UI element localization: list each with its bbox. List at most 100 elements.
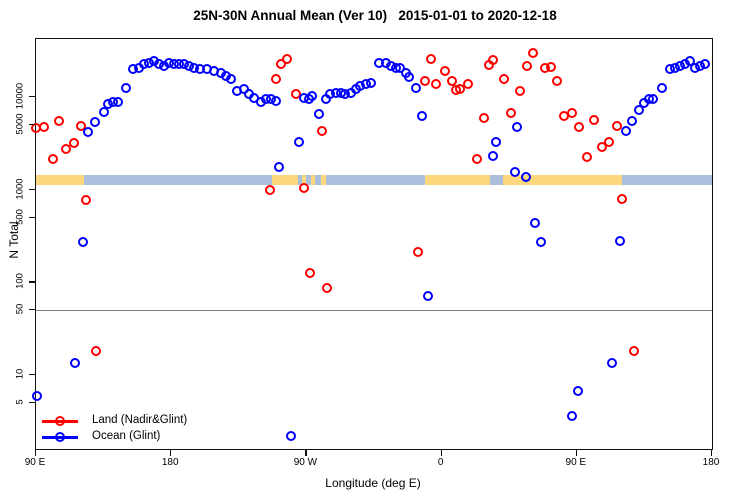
data-point-land bbox=[515, 85, 526, 96]
y-tick bbox=[29, 402, 35, 404]
data-point-land bbox=[521, 60, 532, 71]
data-point-ocean bbox=[685, 55, 696, 66]
data-point-ocean bbox=[535, 237, 546, 248]
data-point-ocean bbox=[77, 237, 88, 248]
data-point-ocean bbox=[567, 411, 578, 422]
x-tick-label: 90 W bbox=[293, 457, 318, 468]
x-tick-label: 90 E bbox=[24, 457, 46, 468]
data-point-land bbox=[440, 65, 451, 76]
data-point-ocean bbox=[520, 172, 531, 183]
data-point-land bbox=[281, 54, 292, 65]
legend-entry-ocean: Ocean (Glint) bbox=[42, 429, 272, 445]
y-tick bbox=[29, 123, 35, 125]
data-point-land bbox=[478, 112, 489, 123]
y-tick bbox=[29, 216, 35, 218]
data-point-land bbox=[589, 114, 600, 125]
data-point-land bbox=[616, 194, 627, 205]
data-point-ocean bbox=[615, 236, 626, 247]
x-tick-label: 180 bbox=[702, 457, 720, 468]
legend-label: Land (Nadir&Glint) bbox=[92, 414, 188, 426]
legend-marker bbox=[55, 432, 65, 442]
data-point-ocean bbox=[98, 107, 109, 118]
surface-band-land bbox=[301, 175, 307, 185]
y-tick-label: 10000 bbox=[14, 82, 26, 110]
data-point-ocean bbox=[607, 358, 618, 369]
surface-band-land bbox=[36, 175, 85, 185]
data-point-land bbox=[91, 346, 102, 357]
data-point-ocean bbox=[89, 116, 100, 127]
x-tick bbox=[170, 450, 172, 456]
data-point-ocean bbox=[656, 82, 667, 93]
x-tick bbox=[711, 450, 713, 456]
reference-line-50 bbox=[36, 310, 712, 312]
surface-band-ocean bbox=[84, 175, 272, 185]
data-point-ocean bbox=[511, 122, 522, 133]
data-point-ocean bbox=[365, 77, 376, 88]
data-point-land bbox=[430, 79, 441, 90]
data-point-land bbox=[426, 54, 437, 65]
x-tick bbox=[575, 450, 577, 456]
y-tick bbox=[29, 95, 35, 97]
data-point-land bbox=[454, 83, 465, 94]
x-tick-label: 90 E bbox=[565, 457, 587, 468]
y-tick-label: 10 bbox=[14, 368, 26, 380]
data-point-ocean bbox=[403, 71, 414, 82]
data-point-land bbox=[299, 183, 310, 194]
data-point-land bbox=[552, 75, 563, 86]
y-tick bbox=[29, 374, 35, 376]
data-point-land bbox=[317, 125, 328, 136]
data-point-ocean bbox=[573, 386, 584, 397]
x-tick-label: 180 bbox=[161, 457, 179, 468]
data-point-ocean bbox=[411, 82, 422, 93]
plot-area: Land (Nadir&Glint) Ocean (Glint) bbox=[31, 38, 713, 450]
data-point-land bbox=[462, 78, 473, 89]
data-point-land bbox=[54, 115, 65, 126]
data-point-ocean bbox=[620, 125, 631, 136]
legend-entry-land: Land (Nadir&Glint) bbox=[42, 413, 272, 429]
data-point-ocean bbox=[529, 218, 540, 229]
data-point-land bbox=[68, 138, 79, 149]
data-point-land bbox=[61, 143, 72, 154]
data-point-ocean bbox=[314, 109, 325, 120]
data-point-land bbox=[471, 153, 482, 164]
data-point-ocean bbox=[286, 431, 297, 442]
data-point-ocean bbox=[31, 390, 42, 401]
data-point-ocean bbox=[487, 150, 498, 161]
data-point-land bbox=[80, 194, 91, 205]
data-point-ocean bbox=[112, 97, 123, 108]
data-point-ocean bbox=[293, 137, 304, 148]
data-point-ocean bbox=[700, 59, 711, 70]
data-point-land bbox=[545, 61, 556, 72]
x-tick-label: 0 bbox=[437, 457, 444, 468]
data-point-land bbox=[574, 122, 585, 133]
data-point-ocean bbox=[648, 93, 659, 104]
surface-band-land bbox=[271, 175, 299, 185]
data-point-land bbox=[270, 74, 281, 85]
data-point-ocean bbox=[634, 104, 645, 115]
legend-marker bbox=[55, 416, 65, 426]
x-tick bbox=[305, 450, 307, 456]
y-tick bbox=[29, 309, 35, 311]
x-tick bbox=[35, 450, 37, 456]
y-tick bbox=[29, 188, 35, 190]
data-point-land bbox=[498, 74, 509, 85]
x-tick bbox=[440, 450, 442, 456]
data-point-land bbox=[567, 108, 578, 119]
data-point-land bbox=[582, 152, 593, 163]
data-point-ocean bbox=[274, 162, 285, 173]
data-point-ocean bbox=[270, 95, 281, 106]
data-point-land bbox=[597, 142, 608, 153]
data-point-land bbox=[488, 55, 499, 66]
data-point-land bbox=[505, 107, 516, 118]
data-point-land bbox=[47, 153, 58, 164]
data-point-land bbox=[305, 268, 316, 279]
legend: Land (Nadir&Glint) Ocean (Glint) bbox=[42, 413, 272, 445]
surface-band-land bbox=[321, 175, 326, 185]
surface-band-ocean bbox=[489, 175, 504, 185]
data-point-ocean bbox=[225, 74, 236, 85]
data-point-land bbox=[38, 122, 49, 133]
data-point-ocean bbox=[70, 358, 81, 369]
y-tick-label: 50 bbox=[14, 304, 26, 315]
surface-band-land bbox=[310, 175, 316, 185]
